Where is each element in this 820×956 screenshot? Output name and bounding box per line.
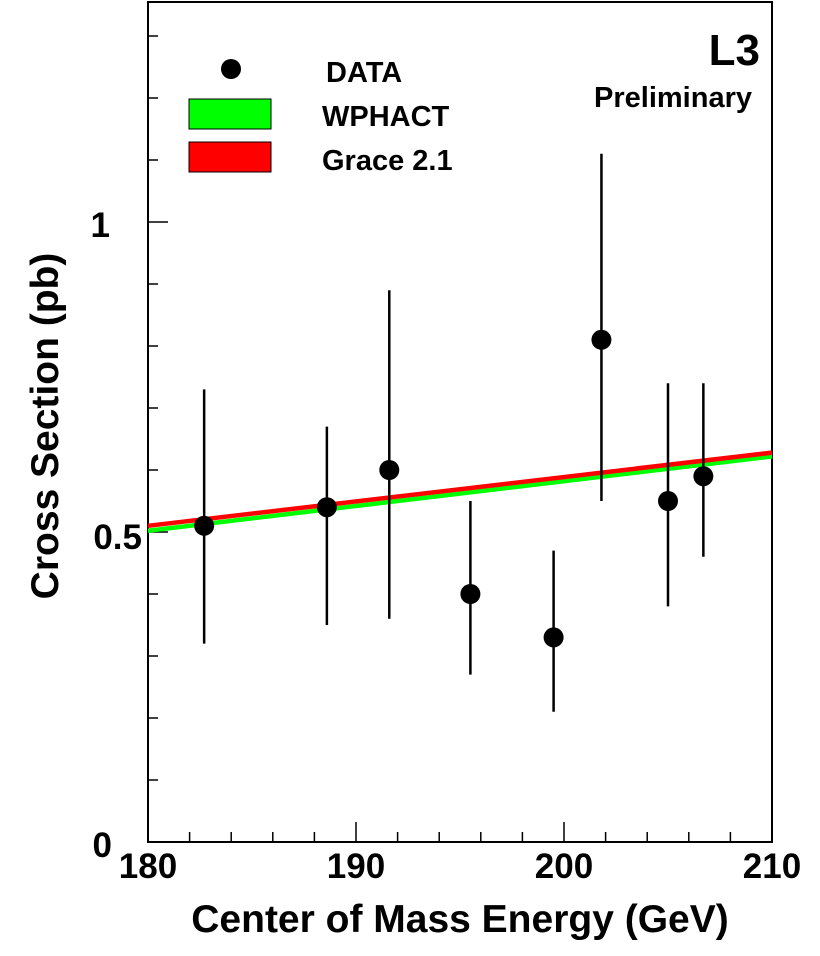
x-tick-label: 200 [535,847,593,886]
legend-label-data: DATA [326,57,402,89]
legend: DATA WPHACT Grace 2.1 [188,57,453,177]
data-point [379,460,400,480]
legend-label-grace: Grace 2.1 [322,145,453,177]
data-point [316,497,337,518]
data-point [693,466,714,487]
legend-label-wphact: WPHACT [322,101,450,133]
y-tick-label: 1 [91,206,110,245]
experiment-label: L3 [709,26,760,75]
data-point [460,584,481,604]
grace-band [147,450,773,529]
data-point [543,627,564,648]
wphact-band [147,454,773,533]
x-tick-label: 190 [327,847,385,886]
data-point [658,491,678,511]
x-tick-label: 210 [743,847,801,886]
status-label: Preliminary [594,82,752,114]
data-point [591,329,612,350]
legend-marker-data [221,59,241,79]
legend-swatch-grace [188,141,272,173]
y-tick-label: 0.5 [93,518,142,557]
y-tick-label: 0 [93,826,112,865]
x-axis-label: Center of Mass Energy (GeV) [191,898,728,941]
legend-swatch-wphact [188,98,272,130]
plot-frame [147,1,773,843]
data-point [194,515,215,536]
y-axis-label: Cross Section (pb) [24,253,67,600]
x-tick-label: 180 [119,847,177,886]
